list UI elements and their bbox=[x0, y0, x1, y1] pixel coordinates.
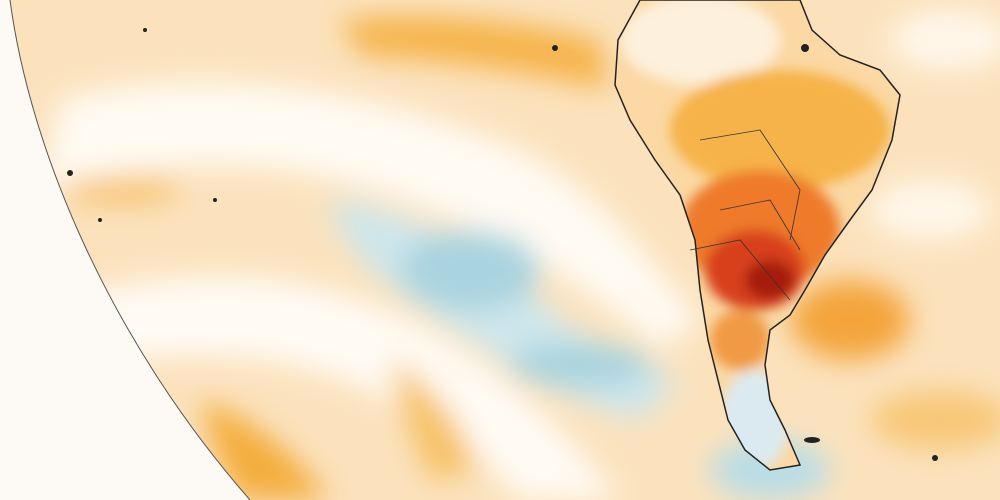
white-band bbox=[870, 180, 990, 240]
warm-anomaly bbox=[870, 390, 1000, 450]
hot-anomaly bbox=[745, 260, 795, 300]
warm-anomaly bbox=[60, 176, 180, 204]
white-band bbox=[890, 10, 1000, 70]
warm-anomaly bbox=[790, 280, 910, 360]
island bbox=[801, 44, 809, 52]
island bbox=[98, 218, 102, 222]
white-band bbox=[60, 276, 620, 500]
cool-anomaly bbox=[400, 230, 540, 310]
cool-anomaly bbox=[510, 343, 650, 387]
warm-anomaly bbox=[710, 310, 770, 370]
islands bbox=[67, 28, 938, 461]
borders bbox=[689, 129, 801, 301]
warm-anomaly bbox=[200, 400, 330, 500]
white-band bbox=[40, 81, 700, 350]
warm-anomaly bbox=[620, 0, 780, 85]
warm-anomaly bbox=[390, 360, 480, 480]
island bbox=[213, 198, 217, 202]
island bbox=[932, 455, 938, 461]
island bbox=[552, 45, 558, 51]
globe-edge bbox=[9, 0, 251, 500]
island bbox=[804, 437, 820, 443]
island bbox=[67, 170, 73, 176]
warm-anomaly bbox=[670, 70, 890, 190]
island bbox=[143, 28, 147, 32]
warm-anomaly bbox=[340, 16, 610, 91]
